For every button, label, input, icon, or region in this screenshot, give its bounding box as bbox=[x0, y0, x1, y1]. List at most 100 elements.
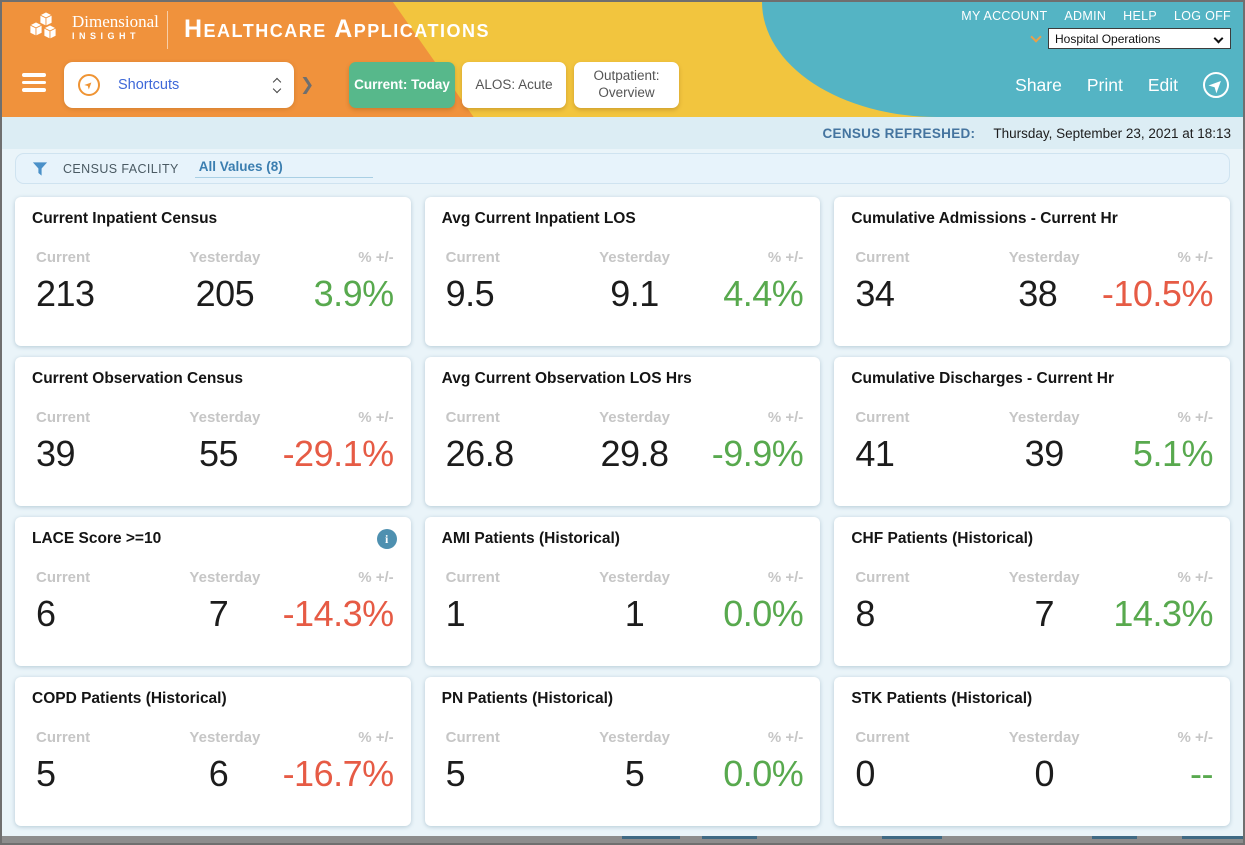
current-value: 41 bbox=[855, 433, 895, 474]
button-outpatient-overview[interactable]: Outpatient: Overview bbox=[574, 62, 679, 108]
current-column-label: Current bbox=[36, 249, 91, 266]
chevron-right-icon[interactable]: ❯ bbox=[300, 75, 315, 94]
filter-label: CENSUS FACILITY bbox=[63, 161, 179, 176]
nav-admin[interactable]: ADMIN bbox=[1064, 9, 1107, 23]
kpi-grid: Current Inpatient Census i Current Yeste… bbox=[15, 197, 1230, 826]
header-actions: Share Print Edit ➤ bbox=[1015, 72, 1229, 98]
yesterday-column-label: Yesterday bbox=[189, 729, 261, 746]
edit-button[interactable]: Edit bbox=[1147, 74, 1178, 95]
chevron-down-icon bbox=[1030, 30, 1042, 43]
kpi-card: CHF Patients (Historical) i Current Yest… bbox=[834, 517, 1230, 666]
card-title: PN Patients (Historical) bbox=[441, 690, 614, 707]
yesterday-column-label: Yesterday bbox=[189, 249, 261, 266]
pct-value: -9.9% bbox=[711, 433, 804, 474]
current-value: 26.8 bbox=[445, 433, 515, 474]
dimensional-insight-logo: Dimensional INSIGHT bbox=[28, 12, 159, 44]
pct-value: -- bbox=[1190, 753, 1213, 794]
app-select[interactable]: Hospital Operations bbox=[1049, 29, 1230, 48]
current-column-label: Current bbox=[855, 569, 910, 586]
yesterday-column-label: Yesterday bbox=[1008, 249, 1080, 266]
button-alos-acute[interactable]: ALOS: Acute bbox=[462, 62, 566, 108]
pct-value: -14.3% bbox=[282, 593, 395, 634]
current-value: 0 bbox=[855, 753, 875, 794]
kpi-card: Current Inpatient Census i Current Yeste… bbox=[15, 197, 411, 346]
nav-help[interactable]: HELP bbox=[1123, 9, 1158, 23]
current-column-label: Current bbox=[36, 729, 91, 746]
yesterday-column-label: Yesterday bbox=[599, 729, 670, 746]
pct-column-label: % +/- bbox=[358, 729, 394, 746]
pct-value: -10.5% bbox=[1101, 273, 1214, 314]
yesterday-value: 1 bbox=[624, 593, 645, 634]
pct-column-label: % +/- bbox=[1177, 409, 1213, 426]
pct-value: 4.4% bbox=[723, 273, 804, 314]
kpi-card: COPD Patients (Historical) i Current Yes… bbox=[15, 677, 411, 826]
pct-value: -16.7% bbox=[282, 753, 395, 794]
kpi-card: STK Patients (Historical) i Current Yest… bbox=[834, 677, 1230, 826]
info-icon[interactable]: i bbox=[376, 529, 397, 549]
shortcuts-label: Shortcuts bbox=[118, 77, 180, 93]
filter-value-census-facility[interactable]: All Values (8) bbox=[194, 159, 373, 178]
current-value: 34 bbox=[855, 273, 895, 314]
current-value: 39 bbox=[36, 433, 76, 474]
kpi-card: Cumulative Discharges - Current Hr i Cur… bbox=[834, 357, 1230, 506]
current-column-label: Current bbox=[855, 249, 910, 266]
share-button[interactable]: Share bbox=[1015, 74, 1062, 95]
filter-funnel-icon bbox=[32, 161, 48, 176]
dive-compass-icon[interactable]: ➤ bbox=[1203, 72, 1229, 98]
current-value: 9.5 bbox=[445, 273, 495, 314]
kpi-card: Cumulative Admissions - Current Hr i Cur… bbox=[834, 197, 1230, 346]
pct-column-label: % +/- bbox=[1177, 729, 1213, 746]
spinner-icon bbox=[272, 77, 282, 93]
logo-name: Dimensional bbox=[72, 12, 159, 31]
card-title: Avg Current Inpatient LOS bbox=[441, 210, 636, 227]
menu-icon[interactable] bbox=[22, 73, 46, 92]
pct-column-label: % +/- bbox=[358, 249, 394, 266]
top-nav: MY ACCOUNT ADMIN HELP LOG OFF bbox=[961, 9, 1231, 23]
logo-subtitle: INSIGHT bbox=[72, 31, 141, 41]
card-title: AMI Patients (Historical) bbox=[441, 530, 620, 547]
pct-value: 5.1% bbox=[1132, 433, 1214, 474]
shortcuts-dropdown[interactable]: ➤ Shortcuts bbox=[64, 62, 294, 108]
nav-my-account[interactable]: MY ACCOUNT bbox=[961, 9, 1048, 23]
kpi-card: Avg Current Observation LOS Hrs i Curren… bbox=[424, 357, 821, 506]
yesterday-value: 205 bbox=[195, 273, 255, 314]
current-column-label: Current bbox=[445, 729, 500, 746]
pct-column-label: % +/- bbox=[1177, 569, 1213, 586]
nav-log-off[interactable]: LOG OFF bbox=[1174, 9, 1231, 23]
pct-value: 3.9% bbox=[313, 273, 395, 314]
pct-column-label: % +/- bbox=[358, 569, 394, 586]
yesterday-column-label: Yesterday bbox=[599, 409, 670, 426]
yesterday-value: 39 bbox=[1024, 433, 1065, 474]
card-title: COPD Patients (Historical) bbox=[32, 690, 227, 707]
print-button[interactable]: Print bbox=[1086, 74, 1123, 95]
pct-value: 0.0% bbox=[723, 593, 804, 634]
card-title: Current Observation Census bbox=[32, 370, 244, 387]
yesterday-value: 7 bbox=[208, 593, 229, 634]
header: Dimensional INSIGHT Healthcare Applicati… bbox=[2, 2, 1243, 117]
page-title: Healthcare Applications bbox=[184, 15, 490, 43]
pct-value: 14.3% bbox=[1113, 593, 1213, 634]
census-refreshed-timestamp: Thursday, September 23, 2021 at 18:13 bbox=[993, 125, 1231, 141]
pct-column-label: % +/- bbox=[767, 249, 804, 266]
card-title: CHF Patients (Historical) bbox=[851, 530, 1034, 547]
current-column-label: Current bbox=[36, 409, 91, 426]
yesterday-column-label: Yesterday bbox=[189, 409, 261, 426]
current-column-label: Current bbox=[855, 409, 910, 426]
app-select-area: Hospital Operations bbox=[1030, 28, 1231, 49]
current-value: 6 bbox=[36, 593, 56, 634]
compass-icon: ➤ bbox=[78, 74, 100, 96]
card-title: Current Inpatient Census bbox=[32, 210, 218, 227]
current-value: 213 bbox=[36, 273, 95, 314]
pct-column-label: % +/- bbox=[767, 569, 804, 586]
yesterday-value: 6 bbox=[208, 753, 229, 794]
current-column-label: Current bbox=[36, 569, 91, 586]
button-current-today[interactable]: Current: Today bbox=[349, 62, 455, 108]
kpi-card: Current Observation Census i Current Yes… bbox=[15, 357, 411, 506]
yesterday-column-label: Yesterday bbox=[599, 249, 670, 266]
cubes-logo-icon bbox=[29, 12, 57, 40]
current-value: 1 bbox=[445, 593, 466, 634]
yesterday-column-label: Yesterday bbox=[1008, 569, 1080, 586]
census-refreshed-label: CENSUS REFRESHED: bbox=[822, 125, 976, 141]
card-title: STK Patients (Historical) bbox=[851, 690, 1033, 707]
yesterday-column-label: Yesterday bbox=[1008, 409, 1080, 426]
